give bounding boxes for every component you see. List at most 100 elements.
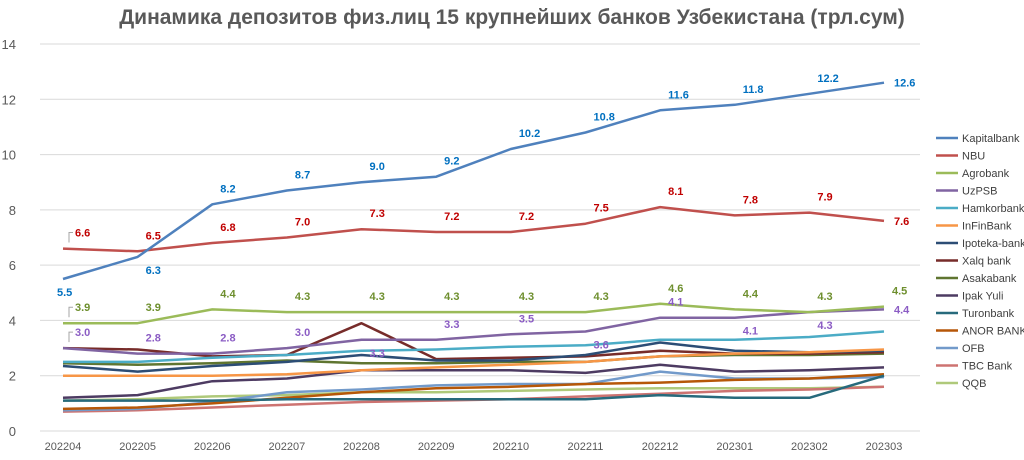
series-line-qqb bbox=[62, 385, 885, 402]
legend-item: Xalq bank bbox=[962, 256, 1011, 268]
data-label: 7.3 bbox=[370, 208, 385, 220]
legend-item: Turonbank bbox=[962, 308, 1015, 320]
y-tick-label: 4 bbox=[9, 313, 16, 328]
legend-item: Kapitalbank bbox=[962, 133, 1020, 145]
chart-title: Динамика депозитов физ.лиц 15 крупнейших… bbox=[119, 6, 905, 29]
data-label: 4.3 bbox=[817, 320, 832, 332]
series-line-nbu bbox=[62, 205, 885, 253]
data-label: 4.1 bbox=[743, 326, 758, 338]
series-line-ipak-yuli bbox=[62, 363, 885, 400]
legend-item: OFB bbox=[962, 343, 985, 355]
data-label: 7.2 bbox=[519, 211, 534, 223]
x-tick-label: 202211 bbox=[568, 441, 604, 453]
series-line-asakabank bbox=[62, 352, 885, 366]
data-label: 4.5 bbox=[892, 286, 907, 298]
data-label: 2.8 bbox=[146, 333, 161, 345]
data-label: 3.9 bbox=[146, 302, 161, 314]
data-label: 4.3 bbox=[444, 291, 459, 303]
x-tick-label: 202208 bbox=[343, 441, 380, 453]
data-label: 9.2 bbox=[444, 156, 459, 168]
data-label: 6.6 bbox=[75, 228, 90, 240]
data-label: 7.2 bbox=[444, 211, 459, 223]
legend-item: Hamkorbank bbox=[962, 203, 1024, 215]
x-tick-label: 202301 bbox=[716, 441, 753, 453]
data-label: 10.8 bbox=[593, 111, 614, 123]
legend-item: TBC Bank bbox=[962, 361, 1013, 373]
series-line-turonbank bbox=[63, 374, 885, 402]
y-tick-label: 14 bbox=[2, 37, 16, 52]
legend-item: Ipoteka-bank bbox=[962, 238, 1024, 250]
y-tick-label: 12 bbox=[2, 92, 16, 107]
data-label: 4.3 bbox=[817, 291, 832, 303]
data-label: 9.0 bbox=[370, 161, 385, 173]
x-tick-label: 202204 bbox=[45, 441, 82, 453]
data-label: 3.3 bbox=[444, 319, 459, 331]
data-label: 8.1 bbox=[668, 186, 683, 198]
x-tick-label: 202207 bbox=[269, 441, 306, 453]
data-label: 3.5 bbox=[519, 313, 534, 325]
data-label: 4.4 bbox=[743, 288, 759, 300]
legend-item: ANOR BANK bbox=[962, 326, 1024, 338]
leader-line bbox=[68, 306, 73, 318]
data-label: 4.4 bbox=[894, 304, 910, 316]
data-label: 2.8 bbox=[220, 333, 235, 345]
data-label: 11.8 bbox=[743, 84, 764, 96]
legend-item: Ipak Yuli bbox=[962, 291, 1003, 303]
legend-item: Agrobank bbox=[962, 168, 1010, 180]
data-label: 8.2 bbox=[220, 183, 235, 195]
data-label: 3.9 bbox=[75, 302, 90, 314]
data-label: 3.6 bbox=[593, 339, 608, 351]
data-label: 7.6 bbox=[894, 216, 909, 228]
series-line-hamkorbank bbox=[63, 330, 885, 364]
x-tick-label: 202212 bbox=[642, 441, 679, 453]
x-tick-label: 202303 bbox=[866, 441, 903, 453]
series-line-agrobank bbox=[63, 302, 885, 325]
y-tick-label: 8 bbox=[9, 203, 16, 218]
data-label: 7.0 bbox=[295, 217, 310, 229]
data-label: 8.7 bbox=[295, 170, 310, 182]
y-tick-label: 0 bbox=[9, 424, 16, 439]
series-line-infinbank bbox=[63, 348, 885, 377]
y-tick-label: 2 bbox=[9, 369, 16, 384]
data-label: 3.3 bbox=[370, 348, 385, 360]
data-label: 6.3 bbox=[146, 265, 161, 277]
data-label: 6.5 bbox=[146, 230, 161, 242]
legend-item: InFinBank bbox=[962, 221, 1012, 233]
y-tick-label: 6 bbox=[9, 258, 16, 273]
data-label: 4.1 bbox=[668, 297, 683, 309]
data-label: 10.2 bbox=[519, 128, 540, 140]
series-line-ipoteka-bank bbox=[62, 341, 885, 373]
data-label: 4.3 bbox=[295, 291, 310, 303]
series-line-kapitalbank bbox=[62, 81, 885, 281]
x-tick-label: 202302 bbox=[791, 441, 828, 453]
series-line-anor-bank bbox=[62, 373, 885, 411]
data-label: 4.3 bbox=[593, 291, 608, 303]
leader-line bbox=[68, 331, 73, 343]
data-label: 12.2 bbox=[817, 73, 838, 85]
data-label: 4.3 bbox=[370, 291, 385, 303]
data-label: 4.3 bbox=[519, 291, 534, 303]
x-tick-label: 202206 bbox=[194, 441, 231, 453]
legend-item: NBU bbox=[962, 151, 985, 163]
data-label: 7.5 bbox=[593, 203, 608, 215]
data-label: 6.8 bbox=[220, 222, 235, 234]
data-label: 3.0 bbox=[295, 327, 310, 339]
legend-item: QQB bbox=[962, 378, 986, 390]
data-label: 4.6 bbox=[668, 283, 683, 295]
leader-line bbox=[68, 232, 73, 243]
data-label: 5.5 bbox=[57, 287, 72, 299]
data-label: 7.8 bbox=[743, 194, 758, 206]
legend-item: Asakabank bbox=[962, 273, 1017, 285]
legend-item: UzPSB bbox=[962, 186, 997, 198]
x-tick-label: 202205 bbox=[119, 441, 156, 453]
data-label: 3.0 bbox=[75, 327, 90, 339]
y-tick-label: 10 bbox=[2, 148, 16, 163]
data-label: 4.4 bbox=[220, 288, 236, 300]
x-tick-label: 202209 bbox=[418, 441, 455, 453]
data-label: 12.6 bbox=[894, 78, 915, 90]
series-line-uzpsb bbox=[62, 308, 885, 355]
x-tick-label: 202210 bbox=[492, 441, 529, 453]
data-label: 11.6 bbox=[668, 89, 689, 101]
